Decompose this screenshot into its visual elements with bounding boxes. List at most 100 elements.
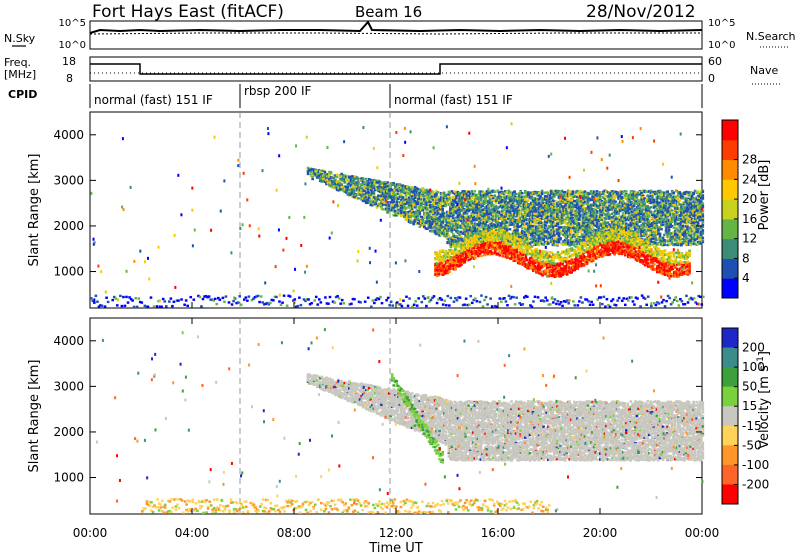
data-cell: [501, 190, 504, 194]
data-cell: [525, 202, 529, 206]
data-cell: [577, 223, 581, 226]
data-cell: [447, 238, 451, 241]
data-cell: [488, 190, 492, 193]
data-cell: [358, 179, 362, 182]
data-cell: [473, 211, 477, 215]
data-cell: [556, 240, 559, 243]
data-cell: [423, 205, 426, 209]
data-cell: [409, 212, 412, 216]
data-cell: [458, 218, 461, 221]
data-cell: [455, 219, 458, 223]
data-cell: [487, 212, 490, 216]
data-cell: [571, 202, 575, 205]
data-cell: [524, 210, 527, 214]
data-cell: [458, 193, 461, 196]
data-cell: [553, 208, 556, 212]
data-cell: [566, 206, 570, 210]
data-cell: [389, 182, 392, 185]
data-cell: [542, 234, 545, 237]
data-cell: [447, 216, 451, 219]
data-cell: [580, 190, 584, 194]
data-cell: [410, 196, 414, 200]
data-cell: [401, 200, 405, 204]
data-cell: [508, 209, 512, 212]
data-cell: [524, 239, 527, 242]
data-cell: [343, 190, 347, 193]
data-cell: [478, 191, 481, 195]
data-cell: [576, 220, 579, 223]
data-cell: [524, 231, 527, 234]
data-cell: [445, 229, 449, 233]
data-cell: [371, 179, 374, 183]
data-cell: [490, 224, 493, 227]
freq-tick-top: 18: [62, 55, 76, 68]
data-cell: [320, 174, 324, 177]
data-cell: [498, 221, 501, 225]
data-cell: [436, 212, 440, 215]
data-cell: [539, 195, 542, 198]
data-cell: [550, 214, 553, 218]
data-cell: [392, 200, 396, 204]
data-cell: [592, 204, 596, 207]
data-cell: [453, 192, 457, 196]
data-cell: [439, 233, 443, 237]
data-cell: [588, 209, 591, 212]
data-cell: [609, 196, 613, 199]
data-cell: [586, 218, 590, 222]
data-cell: [367, 200, 371, 204]
data-cell: [386, 181, 389, 184]
data-cell: [536, 193, 539, 196]
data-cell: [559, 193, 562, 197]
data-cell: [554, 241, 558, 245]
data-cell: [389, 201, 392, 204]
data-cell: [508, 200, 512, 203]
data-cell: [423, 222, 426, 226]
data-cell: [517, 225, 521, 229]
data-cell: [318, 173, 322, 177]
data-cell: [349, 176, 353, 179]
data-cell: [577, 194, 581, 197]
data-cell: [329, 171, 333, 174]
data-cell: [577, 217, 581, 221]
data-cell: [482, 212, 486, 215]
data-cell: [543, 223, 547, 226]
data-cell: [514, 213, 518, 216]
data-cell: [550, 200, 553, 204]
data-cell: [569, 223, 573, 226]
data-cell: [424, 191, 428, 194]
data-cell: [579, 229, 582, 233]
data-cell: [346, 193, 350, 196]
data-cell: [556, 220, 559, 223]
data-cell: [491, 216, 495, 220]
data-cell: [377, 202, 380, 205]
data-cell: [520, 199, 524, 203]
data-cell: [585, 235, 588, 238]
data-cell: [592, 234, 596, 237]
data-cell: [507, 212, 510, 215]
data-cell: [421, 221, 425, 225]
data-cell: [562, 219, 565, 222]
data-cell: [389, 196, 392, 199]
data-cell: [511, 222, 515, 226]
data-cell: [438, 200, 441, 203]
data-cell: [511, 232, 515, 236]
data-cell: [571, 226, 575, 230]
data-cell: [519, 235, 523, 239]
data-cell: [508, 202, 512, 206]
data-cell: [392, 193, 396, 196]
data-cell: [507, 189, 510, 193]
data-cell: [572, 209, 576, 212]
data-cell: [565, 212, 568, 216]
data-cell: [530, 241, 533, 244]
data-cell: [429, 210, 432, 213]
data-cell: [524, 215, 527, 218]
data-cell: [468, 226, 472, 229]
data-cell: [447, 214, 451, 218]
data-cell: [328, 178, 331, 181]
data-cell: [566, 191, 570, 194]
data-cell: [393, 193, 397, 196]
data-cell: [513, 229, 516, 232]
data-cell: [369, 193, 373, 196]
